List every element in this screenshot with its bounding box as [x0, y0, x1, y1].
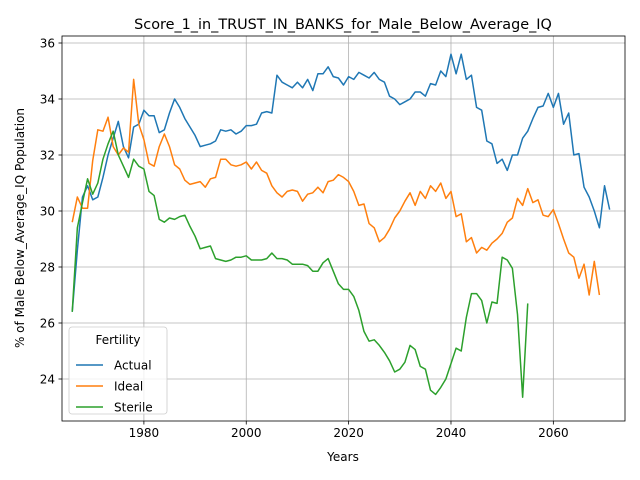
y-tick-label: 30: [40, 204, 55, 218]
series-line-actual: [71, 53, 611, 312]
legend-label-sterile: Sterile: [114, 400, 153, 414]
legend-box: [68, 326, 168, 415]
y-axis-ticks: 24 26 28 30 32 34 36: [40, 36, 62, 386]
x-tick-label: 2040: [436, 426, 467, 440]
legend-title: Fertility: [95, 333, 140, 347]
y-axis-label: % of Male Below_Average_IQ Population: [13, 108, 27, 348]
x-axis-label: Years: [326, 450, 359, 464]
legend-label-ideal: Ideal: [114, 379, 143, 393]
x-tick-label: 2060: [538, 426, 569, 440]
series-line-sterile: [71, 130, 529, 398]
y-tick-label: 34: [40, 92, 55, 106]
y-tick-label: 32: [40, 148, 55, 162]
x-axis-ticks: 1980 2000 2020 2040 2060: [129, 421, 569, 440]
y-tick-label: 28: [40, 260, 55, 274]
x-tick-label: 2000: [231, 426, 262, 440]
legend: Fertility Actual Ideal Sterile: [68, 326, 168, 415]
y-tick-label: 26: [40, 316, 55, 330]
x-tick-label: 2020: [333, 426, 364, 440]
y-tick-label: 36: [40, 36, 55, 50]
y-tick-label: 24: [40, 372, 55, 386]
legend-label-actual: Actual: [114, 358, 152, 372]
grid-lines: [62, 36, 625, 421]
plot-frame: [61, 35, 626, 422]
chart-title: Score_1_in_TRUST_IN_BANKS_for_Male_Below…: [134, 17, 552, 33]
series-lines: [71, 53, 611, 398]
series-line-ideal: [71, 78, 601, 296]
x-tick-label: 1980: [129, 426, 160, 440]
